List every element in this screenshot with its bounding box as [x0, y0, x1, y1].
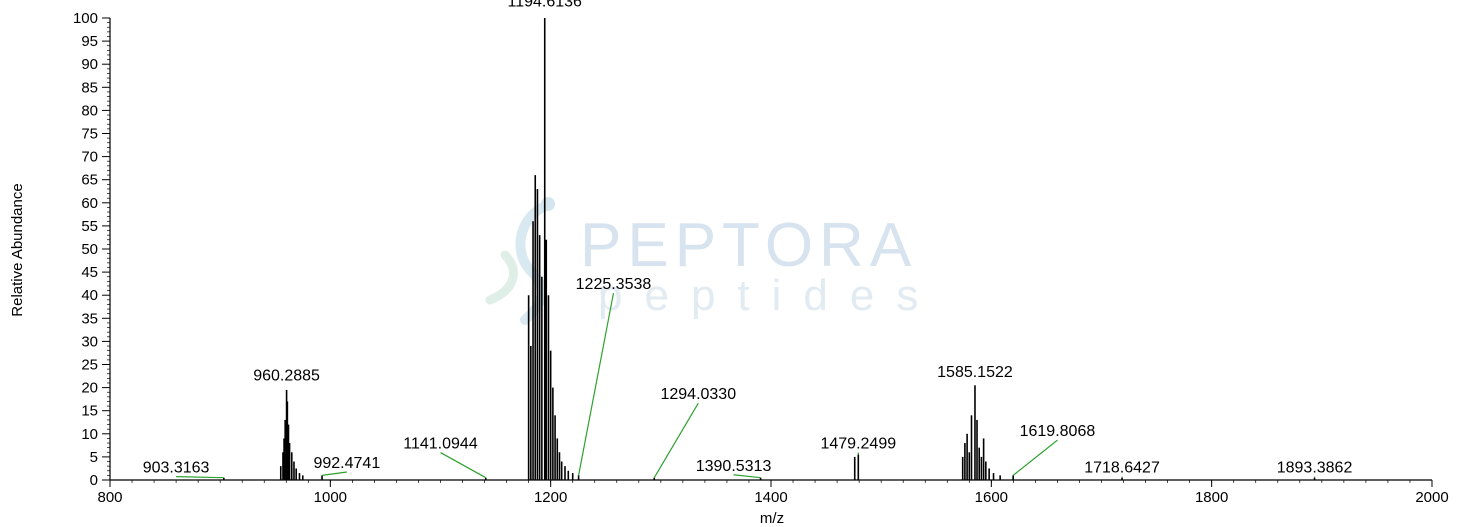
peak-label: 992.4741: [313, 455, 380, 472]
y-tick-label: 45: [81, 264, 98, 281]
y-tick-label: 70: [81, 149, 98, 166]
x-tick-label: 1000: [314, 489, 347, 506]
peak-label: 1585.1522: [937, 364, 1013, 381]
watermark: PEPTORA peptides: [485, 197, 940, 325]
x-axis-title: m/z: [760, 510, 784, 527]
peak-labels: 1194.6136 960.2885 1585.1522 1225.3538 1294.…: [143, 0, 1353, 479]
y-tick-label: 60: [81, 195, 98, 212]
y-tick-label: 85: [81, 79, 98, 96]
axes: 0 5 10 15 20 25 30 35 40 45 50 55 60 65 70 75 80 85 90 95 10…: [73, 10, 1449, 506]
label-leader-line: [321, 471, 347, 476]
watermark-sub-text: peptides: [598, 271, 940, 320]
peak-label: 1294.0330: [660, 386, 736, 403]
label-leader-line: [733, 474, 761, 479]
x-tick-label: 1800: [1195, 489, 1228, 506]
x-tick-label: 800: [97, 489, 122, 506]
y-tick-label: 10: [81, 426, 98, 443]
watermark-main-text: PEPTORA: [580, 211, 917, 280]
x-tick-label: 2000: [1415, 489, 1448, 506]
y-tick-label: 75: [81, 126, 98, 143]
peak-label: 1479.2499: [820, 436, 896, 453]
x-tick-label: 1400: [754, 489, 787, 506]
peak-label: 960.2885: [253, 368, 320, 385]
y-tick-label: 80: [81, 102, 98, 119]
peak-label: 1141.0944: [403, 436, 478, 453]
peak-label: 1718.6427: [1084, 460, 1160, 477]
peak-label: 1194.6136: [508, 0, 583, 10]
y-tick-label: 40: [81, 287, 98, 304]
label-leader-line: [176, 476, 224, 479]
x-tick-label: 1200: [534, 489, 567, 506]
peak-label: 903.3163: [143, 460, 210, 477]
y-tick-label: 55: [81, 218, 98, 235]
y-tick-label: 90: [81, 56, 98, 73]
peak-label: 1390.5313: [696, 458, 772, 475]
y-tick-label: 20: [81, 380, 98, 397]
label-leader-line: [653, 402, 699, 478]
y-tick-label: 25: [81, 357, 98, 374]
y-tick-label: 30: [81, 333, 98, 350]
y-tick-label: 50: [81, 241, 98, 258]
x-tick-label: 1600: [975, 489, 1008, 506]
y-tick-label: 15: [81, 403, 98, 420]
peak-label: 1619.8068: [1020, 423, 1096, 440]
peak-label: 1893.3862: [1277, 460, 1353, 477]
label-leader-line: [440, 452, 487, 479]
label-leader-line: [578, 293, 615, 476]
y-tick-label: 0: [90, 472, 98, 489]
y-tick-label: 65: [81, 172, 98, 189]
y-tick-label: 95: [81, 33, 98, 50]
y-tick-label: 100: [73, 10, 98, 27]
peaks: [223, 18, 1316, 480]
peak-label: 1225.3538: [576, 276, 652, 293]
y-tick-label: 35: [81, 310, 98, 327]
label-leader-line: [1012, 439, 1058, 476]
y-tick-label: 5: [90, 449, 98, 466]
y-axis-title: Relative Abundance: [9, 183, 26, 316]
